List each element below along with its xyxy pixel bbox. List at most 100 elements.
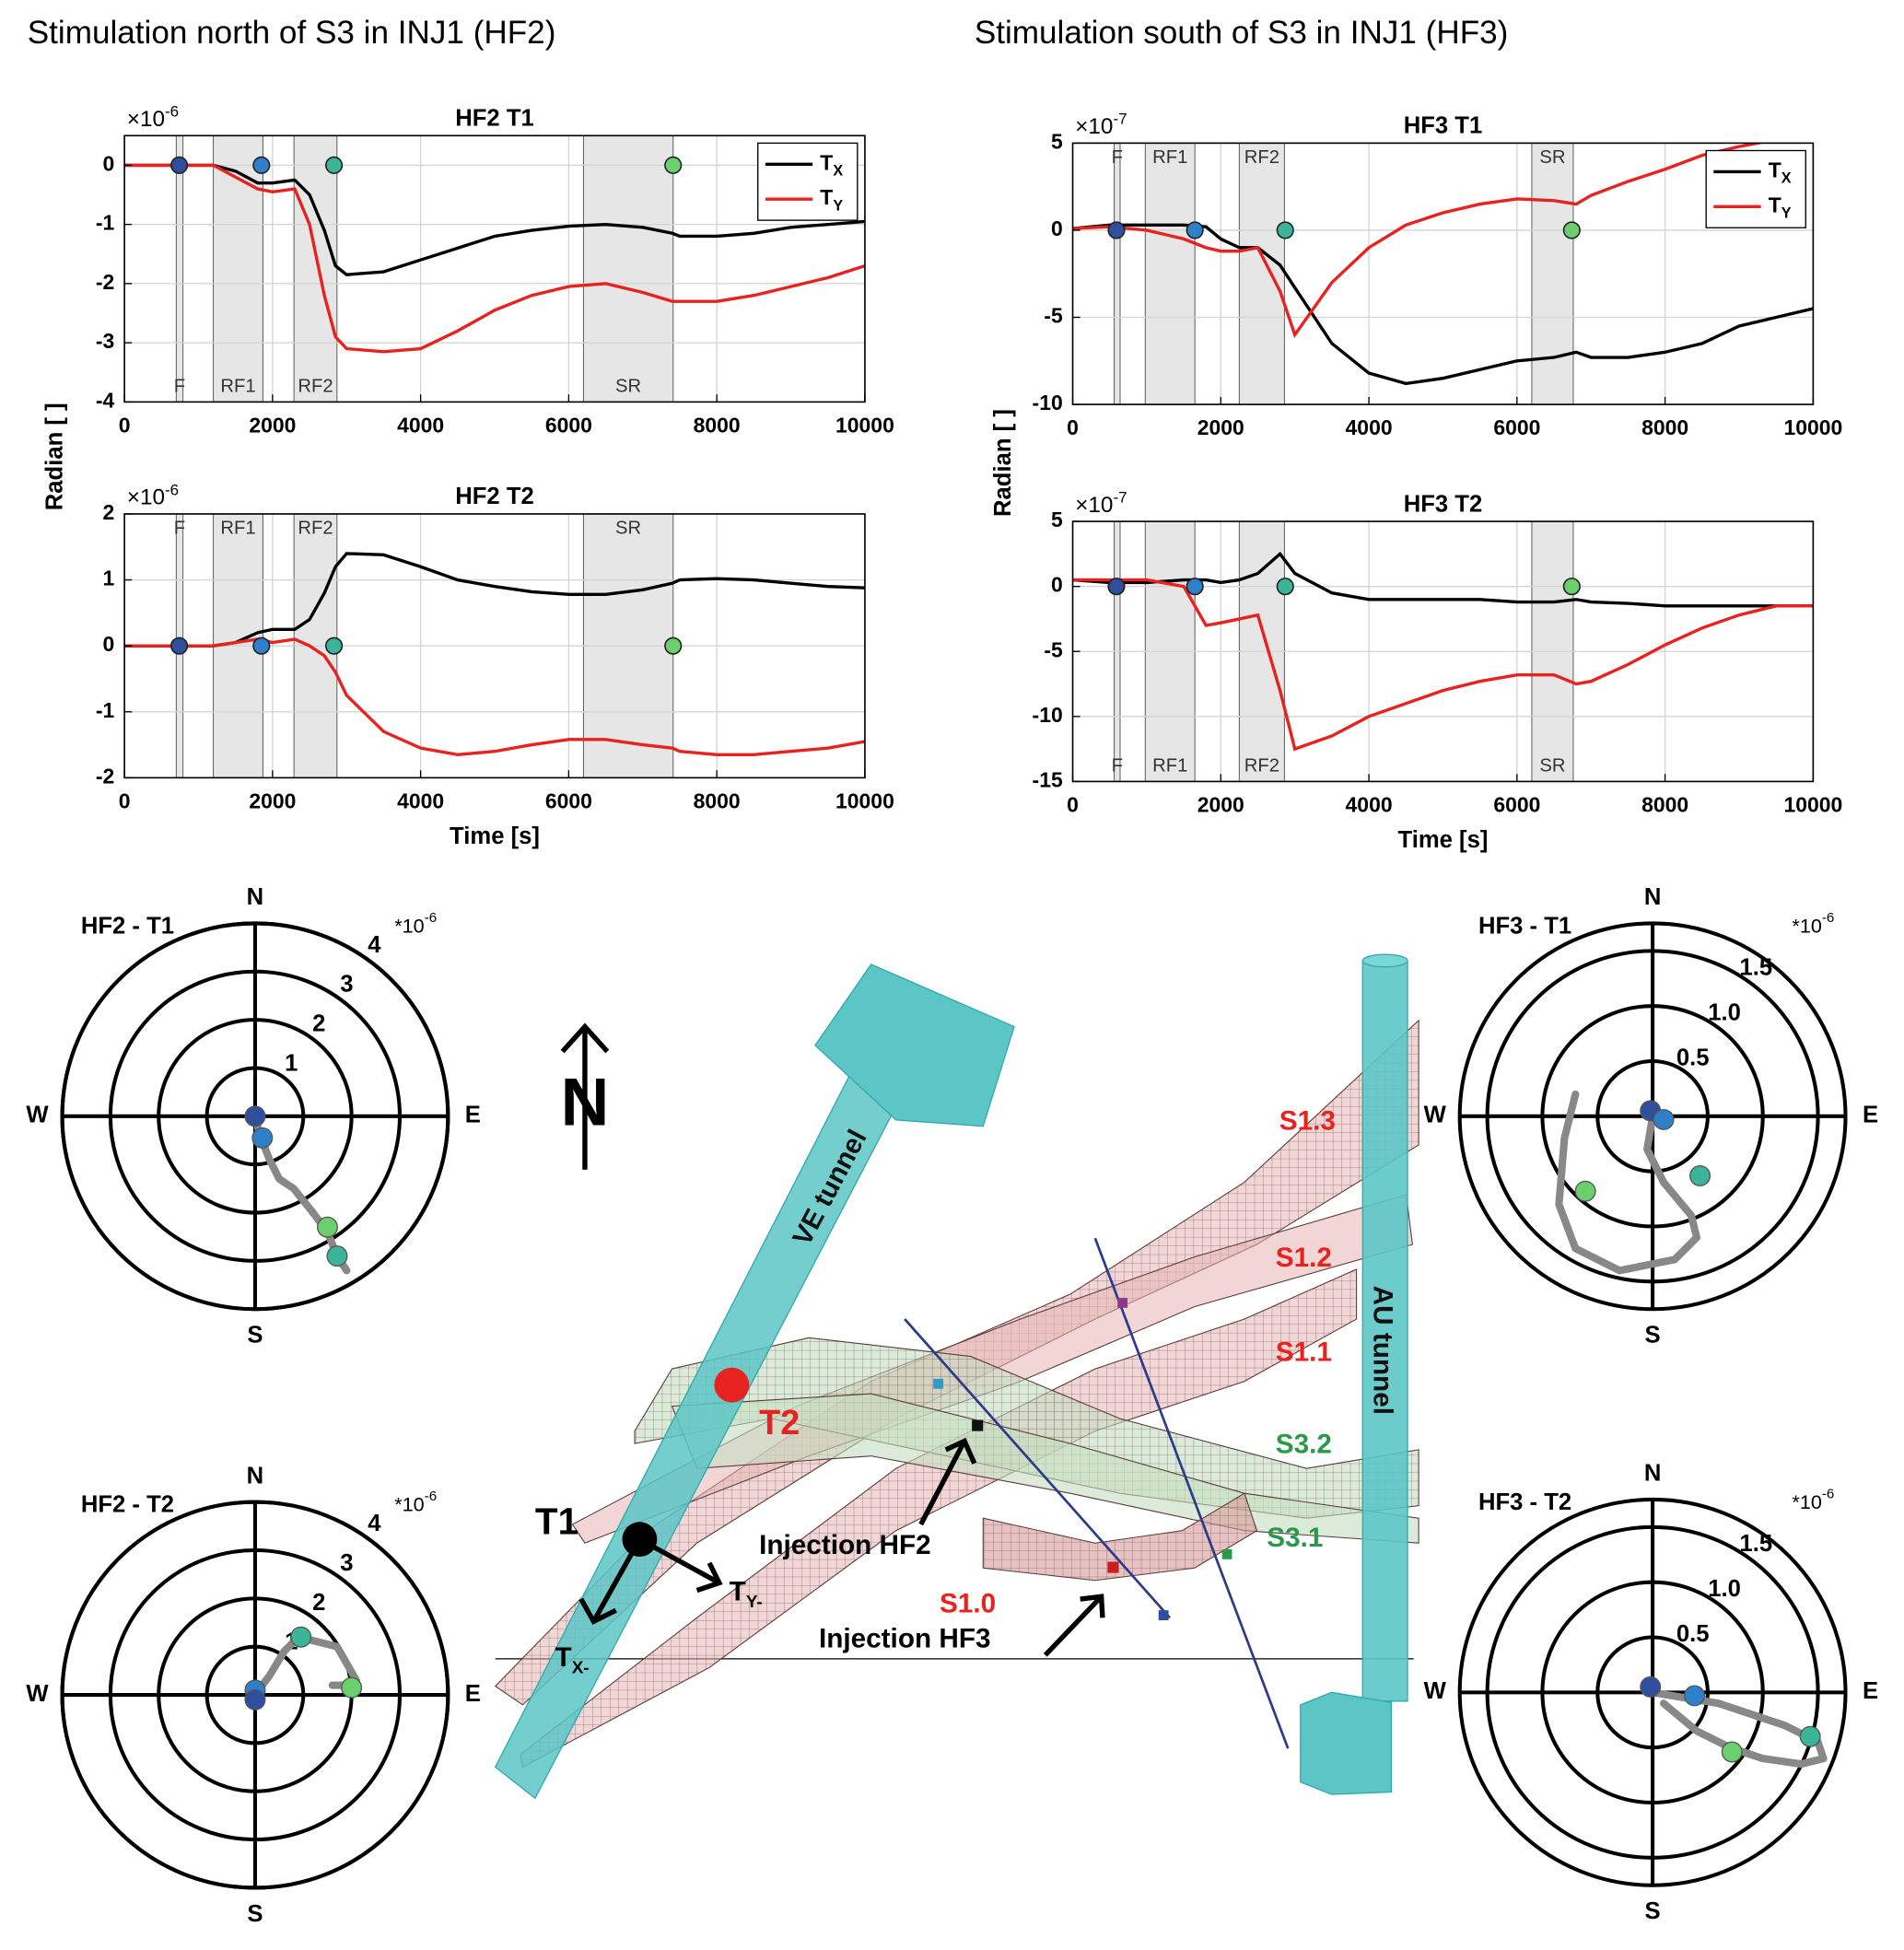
panel-header: Stimulation north of S3 in INJ1 (HF2) <box>28 15 556 51</box>
stage-region <box>1531 142 1574 405</box>
scale-base: *10 <box>394 1492 424 1515</box>
north-label: N <box>561 1066 610 1140</box>
stage-region <box>1114 142 1121 405</box>
chart-title: HF2 - T2 <box>81 1491 174 1517</box>
range-label: 1.0 <box>1708 1576 1741 1602</box>
plot-frame <box>1071 142 1815 405</box>
stage-label: RF2 <box>298 519 333 539</box>
event-marker <box>316 1216 338 1238</box>
injection-label: Injection HF3 <box>819 1623 991 1653</box>
stage-label: SR <box>1539 147 1565 168</box>
y-tick-label: -15 <box>1033 767 1063 791</box>
legend-name: T <box>820 150 833 174</box>
scale-power: -7 <box>1113 488 1127 506</box>
tilt-axis-label: TX- <box>555 1642 590 1678</box>
x-tick-label: 6000 <box>545 788 592 812</box>
series-line <box>124 163 865 276</box>
scale-power: -6 <box>1822 1487 1834 1502</box>
scale-label: *10-6 <box>1792 910 1834 937</box>
stage-label: SR <box>615 377 641 397</box>
scale-base: ×10 <box>127 107 165 132</box>
direction-label: S <box>247 1901 263 1927</box>
stage-label: RF1 <box>1152 147 1187 168</box>
legend-name: T <box>1769 193 1781 216</box>
sensor-t2 <box>714 1367 750 1403</box>
event-marker <box>1186 578 1204 596</box>
event-marker <box>1276 578 1294 596</box>
fault-label: S1.0 <box>940 1589 996 1619</box>
stage-label: RF1 <box>220 519 255 539</box>
stage-region <box>213 134 263 403</box>
stage-label: SR <box>615 519 641 539</box>
event-marker <box>1721 1741 1743 1763</box>
y-tick-label: -10 <box>1033 703 1063 727</box>
x-tick-label: 0 <box>1067 415 1079 439</box>
range-label: 1.0 <box>1708 999 1741 1025</box>
event-marker <box>1276 221 1294 239</box>
tilt-axis-sub: Y- <box>746 1593 763 1612</box>
x-tick-label: 6000 <box>1493 793 1540 817</box>
x-tick-label: 4000 <box>397 788 444 812</box>
series-line <box>124 163 865 354</box>
event-marker <box>244 1688 266 1711</box>
chart-title: HF3 T1 <box>1404 113 1483 139</box>
range-label: 1 <box>285 1050 298 1076</box>
y-axis-label: Radian [ ] <box>990 409 1016 517</box>
legend-sub: Y <box>1781 205 1792 222</box>
stage-label: RF1 <box>1152 756 1187 776</box>
y-tick-label: 2 <box>103 500 115 524</box>
chart-title: HF3 T2 <box>1404 491 1483 517</box>
au-tunnel <box>1361 960 1408 1702</box>
y-tick-label: -4 <box>96 388 115 412</box>
direction-label: N <box>1644 884 1662 910</box>
direction-label: E <box>1863 1103 1878 1128</box>
event-marker <box>169 636 189 655</box>
y-tick-label: -2 <box>96 764 114 788</box>
x-tick-label: 2000 <box>249 788 296 812</box>
stage-label: F <box>1112 756 1123 776</box>
scale-base: ×10 <box>1075 493 1113 518</box>
x-tick-label: 8000 <box>694 788 741 812</box>
x-tick-label: 2000 <box>1197 415 1244 439</box>
stage-label: RF2 <box>1244 147 1279 168</box>
direction-label: S <box>247 1323 263 1349</box>
scale-power: -7 <box>1113 110 1127 127</box>
fault-label: S1.2 <box>1276 1243 1332 1273</box>
x-tick-label: 0 <box>119 788 131 812</box>
y-tick-label: -5 <box>1044 304 1063 328</box>
event-marker <box>664 156 683 174</box>
event-marker <box>252 156 271 174</box>
sensor-label: T2 <box>759 1404 800 1442</box>
y-tick-label: 0 <box>103 151 115 175</box>
legend-sub: X <box>1781 170 1792 187</box>
range-label: 4 <box>368 1511 381 1536</box>
fault-label: S3.1 <box>1267 1523 1323 1553</box>
event-marker <box>1653 1108 1675 1130</box>
y-tick-label: 5 <box>1051 129 1063 153</box>
tilt-axis-name: T <box>730 1576 746 1606</box>
scale-label: *10-6 <box>394 910 437 937</box>
event-marker <box>169 156 189 174</box>
event-marker <box>324 156 344 174</box>
legend-sub: X <box>833 163 843 180</box>
stage-region <box>175 134 184 403</box>
interval <box>933 1378 944 1389</box>
series-line <box>1072 551 1814 608</box>
fault-label: S1.3 <box>1279 1105 1336 1136</box>
y-tick-label: -5 <box>1044 637 1063 661</box>
series-line <box>1072 578 1814 752</box>
event-marker <box>1562 578 1581 596</box>
scale-power: -6 <box>425 1489 437 1504</box>
range-label: 3 <box>340 972 353 998</box>
legend-label: TX <box>820 150 843 179</box>
event-marker <box>1689 1164 1711 1186</box>
y-tick-label: 1 <box>103 566 115 590</box>
scale-base: ×10 <box>1075 115 1113 140</box>
series-line <box>124 552 865 648</box>
interval <box>1107 1561 1119 1573</box>
y-tick-label: -1 <box>96 698 115 722</box>
direction-label: W <box>1424 1678 1447 1704</box>
event-marker <box>341 1676 363 1699</box>
x-tick-label: 6000 <box>1493 415 1540 439</box>
scale-power: -6 <box>425 910 437 926</box>
